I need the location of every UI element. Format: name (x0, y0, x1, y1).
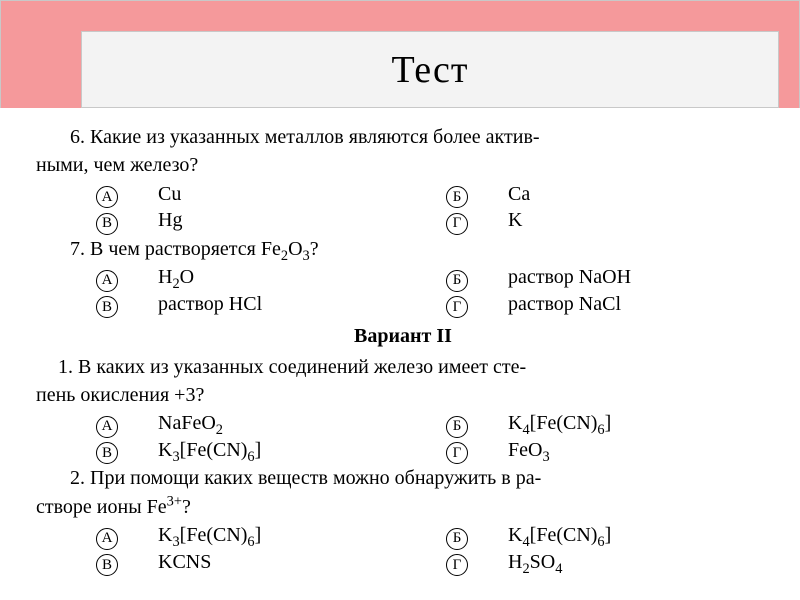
q7-opt-g-text: раствор NaCl (508, 291, 621, 317)
q1-v-pre: K (158, 439, 172, 461)
marker-g-icon: Г (446, 442, 468, 464)
q1-line2: пень окисления +3? (36, 382, 770, 408)
q2-sup: 3+ (167, 493, 182, 509)
q1-opt-g-text: FeO3 (508, 437, 550, 463)
q6-opt-a-text: Cu (158, 181, 181, 207)
q6-opt-g-text: K (508, 207, 522, 233)
q2-opt-v: В KCNS (96, 549, 446, 576)
q7-opt-a-o: O (180, 266, 194, 288)
q7-sub2: 2 (281, 248, 288, 264)
marker-g-icon: Г (446, 213, 468, 235)
q2-b-pre: K (508, 524, 522, 546)
q7-opt-a: А H2O (96, 264, 446, 291)
q7-opt-v: Враствор HCl (96, 291, 446, 318)
q1-opt-v-text: K3[Fe(CN)6] (158, 437, 261, 463)
q2-a-end: ] (255, 524, 262, 546)
marker-b-icon: Б (446, 416, 468, 438)
q2-opt-b-text: K4[Fe(CN)6] (508, 522, 611, 548)
marker-b-icon: Б (446, 528, 468, 550)
q1-opt-g: Г FeO3 (446, 437, 770, 464)
marker-a-icon: А (96, 528, 118, 550)
q2-a-pre: K (158, 524, 172, 546)
q1-v-end: ] (255, 439, 262, 461)
q2-g-mid: SO (530, 551, 556, 573)
q7-opt-a-h: H (158, 266, 172, 288)
q2-opt-b: Б K4[Fe(CN)6] (446, 522, 770, 549)
q7-opt-b-text: раствор NaOH (508, 264, 631, 290)
page-title: Тест (391, 48, 468, 92)
q1-g-pre: FeO (508, 439, 542, 461)
q6-line2: ными, чем железо? (36, 152, 770, 178)
q7-opt-a-text: H2O (158, 264, 194, 290)
q6-opt-b: Б Ca (446, 181, 770, 208)
q6-options: АCu БCa ВHg ГK (96, 181, 770, 234)
q6-line1: 6. Какие из указанных металлов являются … (36, 124, 770, 150)
q1-opt-a-text: NaFeO2 (158, 410, 223, 436)
q1-b-pre: K (508, 412, 522, 434)
q2-opt-g: Г H2SO4 (446, 549, 770, 576)
title-inner: Тест (81, 31, 779, 108)
marker-v-icon: В (96, 442, 118, 464)
title-banner: Тест (0, 0, 800, 108)
q2-b-end: ] (605, 524, 612, 546)
q7-opt-b: Браствор NaOH (446, 264, 770, 291)
q1-v-mid: [Fe(CN) (180, 439, 248, 461)
q7-options: А H2O Браствор NaOH Враствор HCl Граствор… (96, 264, 770, 317)
q1-b-end: ] (605, 412, 612, 434)
q1-opt-v: В K3[Fe(CN)6] (96, 437, 446, 464)
marker-g-icon: Г (446, 296, 468, 318)
q1-v-sub6: 6 (247, 449, 254, 465)
marker-a-icon: А (96, 270, 118, 292)
q1-a-pre: NaFeO (158, 412, 216, 434)
q6-opt-a: А Cu (96, 181, 446, 208)
marker-a-icon: А (96, 416, 118, 438)
q2-b-mid: [Fe(CN) (530, 524, 598, 546)
content-area: 6. Какие из указанных металлов являются … (0, 108, 800, 575)
q2-g-pre: H (508, 551, 522, 573)
q2-line1: 2. При помощи каких веществ можно обнару… (36, 465, 770, 491)
q2-opt-g-text: H2SO4 (508, 549, 562, 575)
q1-g-sub: 3 (542, 449, 549, 465)
q7-sub3: 3 (303, 248, 310, 264)
q6-opt-b-text: Ca (508, 181, 530, 207)
q1-opt-b-text: K4[Fe(CN)6] (508, 410, 611, 436)
marker-g-icon: Г (446, 554, 468, 576)
q7-opt-g: Граствор NaCl (446, 291, 770, 318)
q1-b-mid: [Fe(CN) (530, 412, 598, 434)
marker-a-icon: А (96, 186, 118, 208)
q2-opt-a-text: K3[Fe(CN)6] (158, 522, 261, 548)
marker-v-icon: В (96, 213, 118, 235)
marker-v-icon: В (96, 554, 118, 576)
q2-options: А K3[Fe(CN)6] Б K4[Fe(CN)6] В KCNS Г H2SO4 (96, 522, 770, 575)
q2-opt-a: А K3[Fe(CN)6] (96, 522, 446, 549)
q1-opt-a: А NaFeO2 (96, 410, 446, 437)
q1-options: АNaFeO2 БK4[Fe(CN)6] ВK3[Fe(CN)6] ГFeO3 (96, 410, 770, 463)
marker-b-icon: Б (446, 186, 468, 208)
q6-opt-g: ГK (446, 207, 770, 234)
q2-g-sub4: 4 (555, 561, 562, 577)
q1-line1: 1. В каких из указанных соединений желез… (36, 354, 770, 380)
q1-opt-b: Б K4[Fe(CN)6] (446, 410, 770, 437)
q2-line2-pre: створе ионы Fe (36, 496, 167, 518)
q7-line1: 7. В чем растворяется Fe2O3? (36, 236, 770, 262)
variant-heading: Вариант II (36, 323, 770, 349)
q7-opt-v-text: раствор HCl (158, 291, 262, 317)
q2-opt-v-text: KCNS (158, 549, 211, 575)
q2-g-sub2: 2 (522, 561, 529, 577)
q2-a-mid: [Fe(CN) (180, 524, 248, 546)
q2-line2-tail: ? (182, 496, 191, 518)
marker-v-icon: В (96, 296, 118, 318)
q2-line2: створе ионы Fe3+? (36, 494, 770, 520)
marker-b-icon: Б (446, 270, 468, 292)
q6-opt-v-text: Hg (158, 207, 182, 233)
q7-line1-pre: 7. В чем растворяется Fe (70, 238, 281, 260)
q6-opt-v: В Hg (96, 207, 446, 234)
q1-v-sub3: 3 (172, 449, 179, 465)
